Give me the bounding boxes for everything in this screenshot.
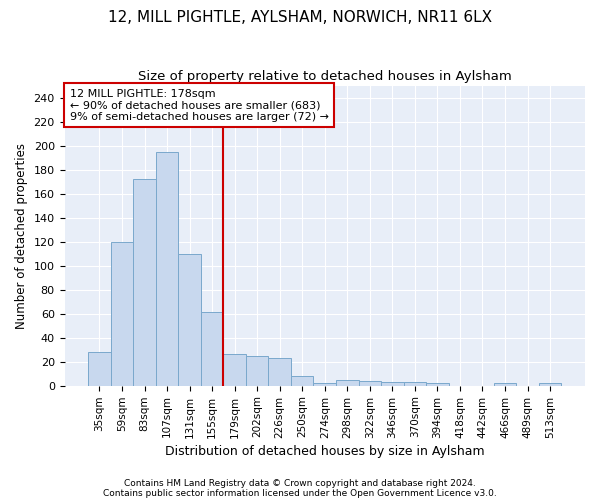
Bar xyxy=(111,242,133,386)
Bar xyxy=(539,384,562,386)
Bar xyxy=(223,354,246,386)
Bar xyxy=(313,384,336,386)
Bar xyxy=(291,376,313,386)
Bar xyxy=(88,352,111,386)
Bar xyxy=(404,382,426,386)
Bar xyxy=(268,358,291,386)
Bar xyxy=(156,152,178,386)
Bar xyxy=(381,382,404,386)
Bar xyxy=(178,254,201,386)
Bar xyxy=(201,312,223,386)
Text: Contains HM Land Registry data © Crown copyright and database right 2024.: Contains HM Land Registry data © Crown c… xyxy=(124,478,476,488)
Text: 12, MILL PIGHTLE, AYLSHAM, NORWICH, NR11 6LX: 12, MILL PIGHTLE, AYLSHAM, NORWICH, NR11… xyxy=(108,10,492,25)
Bar xyxy=(494,384,516,386)
Y-axis label: Number of detached properties: Number of detached properties xyxy=(15,142,28,328)
Bar xyxy=(246,356,268,386)
Bar xyxy=(359,381,381,386)
Bar xyxy=(133,179,156,386)
Title: Size of property relative to detached houses in Aylsham: Size of property relative to detached ho… xyxy=(138,70,512,83)
Bar xyxy=(426,384,449,386)
Text: 12 MILL PIGHTLE: 178sqm
← 90% of detached houses are smaller (683)
9% of semi-de: 12 MILL PIGHTLE: 178sqm ← 90% of detache… xyxy=(70,88,329,122)
Text: Contains public sector information licensed under the Open Government Licence v3: Contains public sector information licen… xyxy=(103,488,497,498)
Bar xyxy=(336,380,359,386)
X-axis label: Distribution of detached houses by size in Aylsham: Distribution of detached houses by size … xyxy=(165,444,485,458)
